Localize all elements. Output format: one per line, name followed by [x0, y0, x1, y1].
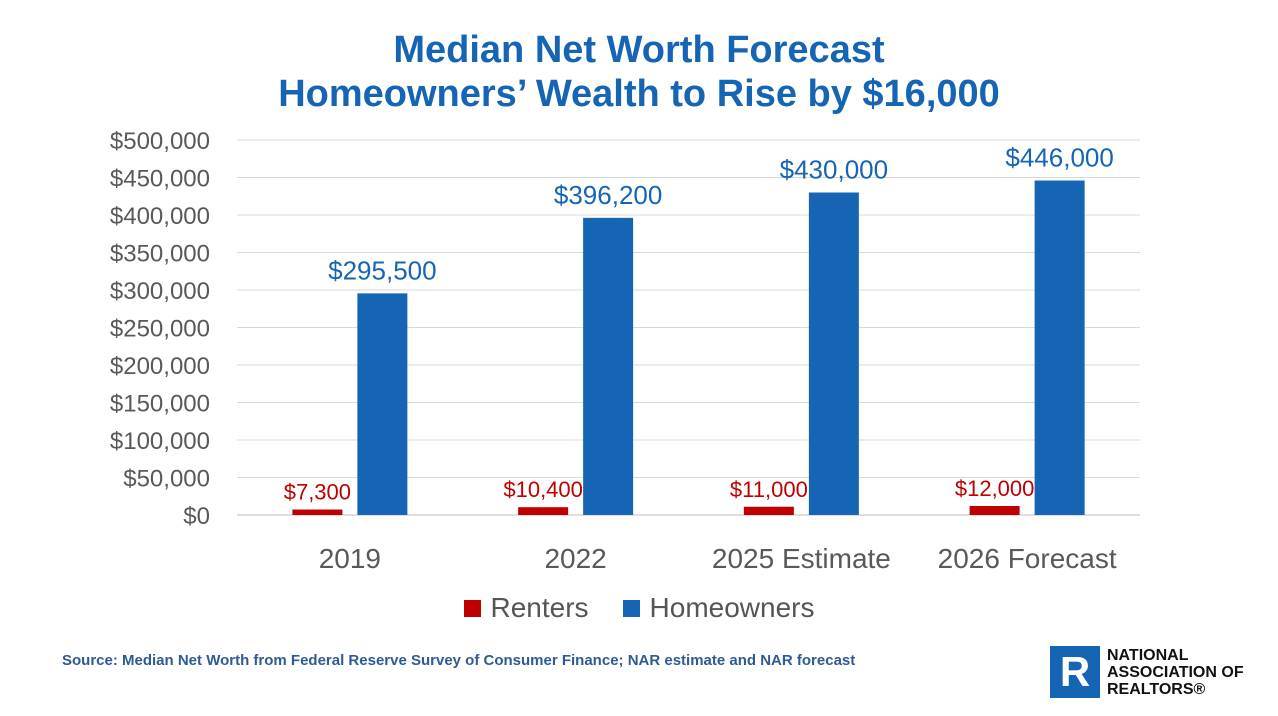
logo-text: NATIONAL ASSOCIATION OF REALTORS® — [1107, 647, 1244, 698]
data-label-homeowners: $295,500 — [328, 255, 436, 285]
y-tick-label: $100,000 — [110, 428, 210, 455]
data-label-homeowners: $396,200 — [554, 180, 662, 210]
bar-homeowners — [808, 192, 859, 515]
y-tick-label: $450,000 — [110, 166, 210, 193]
title-line-2: Homeowners’ Wealth to Rise by $16,000 — [278, 73, 1000, 115]
x-tick-label: 2022 — [544, 543, 606, 574]
realtor-r-icon: R — [1050, 646, 1100, 698]
y-tick-label: $200,000 — [110, 353, 210, 380]
bar-chart: $0 $50,000 $100,000 $150,000 $200,000 $250,00… — [110, 128, 1140, 574]
data-label-renters: $11,000 — [730, 477, 808, 502]
x-tick-label: 2026 Forecast — [938, 543, 1117, 574]
logo-line-2: ASSOCIATION OF — [1107, 663, 1244, 681]
legend-item-renters: Renters — [463, 592, 589, 624]
x-tick-label: 2019 — [319, 543, 381, 574]
legend-label-homeowners: Homeowners — [649, 592, 815, 623]
logo-line-1: NATIONAL — [1107, 646, 1189, 664]
bar-renters — [292, 509, 343, 515]
data-label-renters: $12,000 — [955, 476, 1035, 501]
y-tick-label: $250,000 — [110, 316, 210, 343]
logo-line-3: REALTORS® — [1107, 680, 1206, 698]
legend-label-renters: Renters — [490, 592, 589, 623]
chart-legend: Renters Homeowners — [0, 592, 1278, 624]
data-label-renters: $7,300 — [284, 480, 351, 505]
x-tick-label: 2025 Estimate — [712, 543, 891, 574]
y-tick-label: $400,000 — [110, 203, 210, 230]
y-tick-label: $500,000 — [110, 128, 210, 155]
data-label-renters: $10,400 — [503, 477, 583, 502]
y-tick-label: $300,000 — [110, 278, 210, 305]
bar-renters — [743, 506, 794, 515]
renters-swatch — [463, 599, 481, 617]
bar-homeowners — [357, 293, 408, 515]
legend-item-homeowners: Homeowners — [622, 592, 815, 624]
bar-homeowners — [583, 217, 634, 515]
nar-logo: R NATIONAL ASSOCIATION OF REALTORS® — [1050, 646, 1244, 698]
data-label-homeowners: $430,000 — [780, 155, 888, 185]
bar-homeowners — [1034, 180, 1085, 515]
bar-renters — [518, 507, 569, 515]
y-tick-label: $0 — [183, 503, 210, 530]
bar-renters — [969, 506, 1020, 515]
homeowners-swatch — [622, 599, 640, 617]
y-tick-label: $50,000 — [123, 466, 210, 493]
chart-title: Median Net Worth Forecast Homeowners’ We… — [0, 28, 1278, 116]
y-tick-label: $350,000 — [110, 241, 210, 268]
title-line-1: Median Net Worth Forecast — [393, 29, 885, 71]
y-tick-label: $150,000 — [110, 391, 210, 418]
source-note: Source: Median Net Worth from Federal Re… — [62, 652, 856, 669]
data-label-homeowners: $446,000 — [1005, 143, 1113, 173]
